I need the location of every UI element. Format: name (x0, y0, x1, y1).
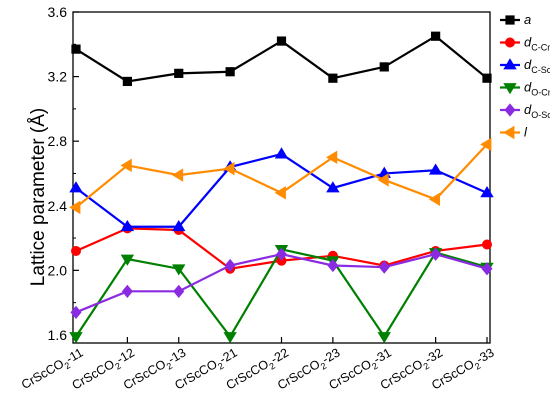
data-point-dOCr (69, 332, 83, 344)
legend-marker (504, 103, 516, 117)
data-point-dOCr (120, 254, 135, 266)
data-point-dCSc (172, 219, 186, 232)
legend-item-dOSc: dO-Sc (500, 102, 550, 120)
y-tick-label: 3.2 (48, 69, 68, 85)
data-point-l (171, 168, 184, 182)
legend-item-a: a (500, 12, 531, 27)
legend-item-l: l (500, 125, 528, 140)
legend: a dC-Cr dC-Sc dO-Cr dO-Sc l (500, 12, 550, 140)
data-point-dOCr (377, 332, 391, 344)
legend-label: dC-Cr (524, 35, 550, 53)
data-point-dOSc (378, 260, 390, 274)
data-point-dCSc (326, 181, 340, 193)
y-tick-label: 3.6 (48, 4, 68, 20)
data-point-a (431, 31, 441, 41)
data-point-dOCr (172, 264, 186, 276)
data-point-l (326, 150, 338, 165)
data-point-l (120, 158, 132, 173)
data-point-dCSc (428, 163, 443, 175)
data-point-l (69, 200, 81, 215)
y-tick-label: 1.6 (48, 327, 68, 343)
legend-marker (503, 58, 517, 70)
data-point-a (122, 76, 132, 87)
data-point-dOSc (224, 258, 236, 273)
data-point-a (71, 44, 81, 54)
series-l (69, 137, 492, 215)
data-point-dCCr (71, 245, 82, 256)
data-point-l (480, 137, 492, 152)
data-point-l (274, 186, 286, 200)
data-point-a (328, 73, 338, 83)
plot-border (72, 11, 491, 344)
data-point-a (379, 62, 389, 72)
legend-label: l (524, 125, 528, 140)
legend-label: dC-Sc (524, 57, 550, 75)
data-point-dCSc (69, 181, 83, 193)
data-point-a (225, 67, 235, 77)
data-point-l (428, 192, 441, 207)
legend-item-dCSc: dC-Sc (500, 57, 550, 75)
data-point-l (223, 161, 235, 176)
data-point-dOSc (430, 247, 442, 261)
y-axis: 1.6 2.0 2.4 2.8 3.2 3.6 (48, 4, 79, 343)
data-point-a (276, 36, 287, 46)
data-point-dOSc (121, 284, 133, 298)
data-point-a (482, 73, 492, 83)
series-layer (69, 31, 494, 344)
legend-label: dO-Cr (524, 80, 550, 98)
legend-marker (505, 15, 515, 25)
data-point-dOSc (327, 258, 339, 273)
x-axis: CrScCO2-11CrScCO2-12CrScCO2-13CrScCO2-21… (19, 337, 497, 392)
data-point-dCSc (480, 186, 494, 198)
data-point-dCSc (120, 219, 135, 232)
legend-marker (503, 125, 515, 140)
plot-area (72, 11, 491, 344)
data-point-dCCr (481, 239, 492, 250)
data-point-l (377, 173, 389, 187)
data-point-dOSc (275, 247, 288, 261)
legend-label: a (524, 12, 531, 27)
y-tick-label: 2.4 (48, 198, 68, 214)
y-tick-label: 2.8 (48, 133, 68, 149)
series-a (71, 31, 492, 87)
series-dCSc (69, 147, 494, 232)
series-dOSc (70, 247, 493, 319)
legend-item-dCCr: dC-Cr (500, 35, 550, 53)
y-tick-label: 2.0 (48, 262, 68, 278)
data-point-dCSc (274, 147, 289, 159)
y-axis-title: Lattice parameter (Å) (28, 108, 49, 286)
data-point-dOSc (481, 262, 493, 276)
legend-item-dOCr: dO-Cr (500, 80, 550, 98)
legend-marker (503, 83, 517, 95)
data-point-dOCr (223, 332, 237, 344)
data-point-dOSc (70, 305, 82, 319)
legend-label: dO-Sc (524, 102, 550, 120)
legend-marker (504, 37, 515, 48)
data-point-dOSc (173, 284, 185, 298)
data-point-a (174, 68, 184, 78)
